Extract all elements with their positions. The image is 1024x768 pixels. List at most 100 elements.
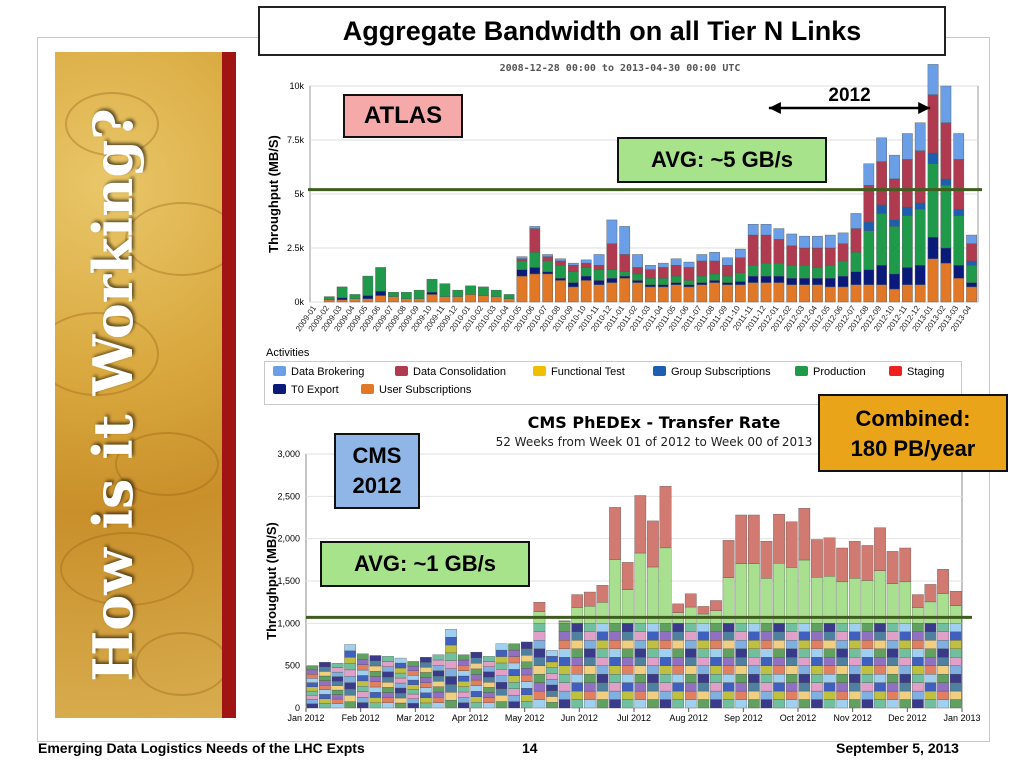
bar-segment [811,539,823,578]
x-tick-label: Jun 2012 [561,713,598,723]
bar-segment [886,648,899,658]
bar-segment [861,657,874,666]
bar-segment [606,219,618,244]
bar-segment [647,699,659,709]
bar-segment [634,690,647,700]
bar-segment [503,298,515,303]
bar-segment [899,673,912,683]
bar-segment [811,631,823,641]
bar-segment [331,698,344,704]
y-tick-label: 500 [285,661,300,671]
y-tick-label: 0k [294,297,304,307]
bar-segment [609,648,621,658]
bar-segment [369,681,382,688]
bar-segment [508,694,520,702]
bar-segment [874,527,886,571]
bar-segment [823,657,836,666]
bar-segment [773,640,785,649]
bar-segment [823,631,836,641]
annotation-arrowhead-right [918,102,931,114]
bar-segment [457,665,470,671]
bar-segment [555,258,566,262]
bar-segment [349,298,361,303]
bar-segment [748,682,760,692]
bar-segment [382,666,394,672]
bar-segment [483,661,495,667]
bar-segment [937,682,949,692]
bar-segment [571,607,584,624]
bar-segment [520,641,533,649]
bar-segment [672,682,684,692]
bar-segment [837,232,849,244]
bar-segment [899,547,912,583]
bar-segment [606,282,618,303]
bar-segment [902,284,913,303]
bar-segment [940,247,952,264]
bar-segment [710,690,722,700]
bar-segment [546,673,558,680]
bar-segment [580,262,592,268]
x-tick-label: Feb 2012 [342,713,380,723]
bar-segment [773,563,785,624]
bar-segment [760,673,773,683]
bar-segment [889,288,900,303]
bar-segment [542,256,553,262]
bar-segment [710,648,722,658]
x-tick-label: Oct 2012 [780,713,817,723]
bar-segment [483,682,495,688]
bar-segment [516,260,528,270]
bar-segment [773,262,785,277]
bar-segment [773,699,785,709]
bar-segment [632,267,643,275]
y-tick-label: 2,500 [277,491,300,501]
bar-segment [584,640,596,649]
bar-segment [465,285,476,295]
bar-segment [529,228,541,253]
y-tick-label: 1,500 [277,576,300,586]
bar-segment [786,233,798,247]
bar-segment [748,640,760,649]
bar-segment [542,254,553,257]
bar-segment [902,159,913,208]
legend-item-data-brokering: Data Brokering [273,366,364,378]
bar-segment [886,623,899,632]
bar-segment [609,699,621,709]
legend-item-staging: Staging [889,366,944,378]
bar-segment [683,284,695,288]
bar-segment [747,282,759,303]
bar-segment [571,657,584,666]
bar-segment [785,682,798,692]
bar-segment [760,631,773,641]
bar-segment [533,602,546,612]
bar-segment [319,671,331,677]
bar-segment [520,661,533,669]
bar-segment [508,669,520,676]
bar-segment [889,226,900,275]
bar-segment [382,661,394,667]
bar-segment [966,260,977,266]
bar-segment [571,623,584,632]
bar-segment [647,640,659,649]
bar-segment [457,670,470,677]
bar-segment [697,690,710,700]
bar-segment [850,213,862,229]
bar-segment [824,286,836,303]
bar-segment [710,600,722,611]
bar-segment [861,665,874,675]
bar-segment [356,653,369,660]
bar-segment [533,665,546,675]
bar-segment [696,284,708,303]
bar-segment [407,661,420,667]
y-tick-label: 10k [289,81,304,91]
x-tick-label: Jul 2012 [617,713,651,723]
bar-segment [478,286,489,296]
legend-swatch [533,366,546,376]
bar-segment [748,657,760,666]
bar-segment [388,296,399,303]
bar-segment [876,137,887,162]
y-tick-label: 3,000 [277,449,300,459]
bar-segment [940,178,952,186]
bar-segment [722,657,735,666]
bar-segment [953,159,965,210]
bar-segment [470,679,483,686]
